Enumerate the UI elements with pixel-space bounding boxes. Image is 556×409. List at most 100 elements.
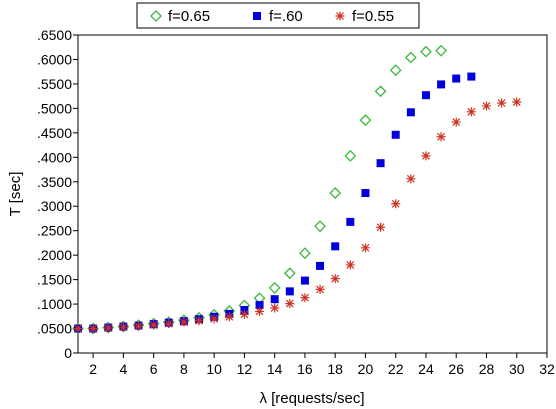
x-tick-label: 8	[180, 361, 188, 377]
data-point	[344, 149, 357, 162]
y-tick-label: .3000	[37, 198, 72, 214]
y-axis-label: T [sec]	[7, 172, 24, 217]
data-point	[451, 117, 461, 127]
data-point	[268, 282, 281, 294]
data-point	[283, 267, 296, 280]
data-point	[346, 217, 355, 226]
x-tick-label: 18	[327, 361, 343, 377]
x-tick-label: 10	[206, 361, 222, 377]
data-point	[209, 314, 219, 324]
data-point	[330, 274, 340, 284]
data-point	[179, 317, 189, 327]
legend-label: f=.60	[269, 8, 303, 25]
x-tick-label: 28	[479, 361, 495, 377]
data-point	[481, 101, 491, 111]
x-tick-label: 2	[89, 361, 97, 377]
data-point	[300, 293, 310, 303]
y-tick-label: .5500	[37, 76, 72, 92]
data-point	[421, 151, 431, 161]
data-point	[331, 242, 340, 251]
data-point	[103, 323, 113, 333]
plot-frame	[77, 34, 548, 354]
data-point	[421, 91, 430, 100]
x-tick-label: 14	[267, 361, 283, 377]
x-tick-label: 20	[358, 361, 374, 377]
x-tick-label: 30	[509, 361, 525, 377]
y-tick-label: .2000	[37, 247, 72, 263]
y-tick-label: .1500	[37, 272, 72, 288]
data-point	[316, 261, 325, 270]
data-point	[360, 243, 370, 253]
data-point	[285, 299, 295, 309]
data-point	[315, 284, 325, 294]
data-point	[512, 97, 522, 107]
data-point	[194, 316, 204, 326]
data-point	[374, 85, 387, 98]
data-point	[239, 309, 249, 319]
data-point	[406, 174, 416, 184]
axis-ticks: 0 .0500 .1000 .1500 .2000 .2500 .3000 .3500 .400…	[37, 27, 555, 377]
data-point	[118, 322, 128, 332]
data-points	[72, 44, 522, 335]
data-point	[255, 306, 265, 316]
y-tick-label: .5000	[37, 100, 72, 116]
data-point	[497, 98, 507, 108]
y-tick-label: .6000	[37, 51, 72, 67]
y-tick-label: .2500	[37, 223, 72, 239]
legend-marker	[253, 12, 261, 20]
data-point	[270, 303, 280, 313]
y-tick-label: .6500	[37, 27, 72, 43]
x-tick-label: 24	[418, 361, 434, 377]
x-tick-label: 22	[388, 361, 404, 377]
data-point	[452, 74, 461, 83]
y-tick-label: .0500	[37, 321, 72, 337]
x-axis-label: λ [requests/sec]	[259, 390, 364, 407]
data-point	[345, 260, 355, 270]
data-point	[300, 276, 309, 285]
legend-marker	[150, 10, 162, 22]
data-point	[467, 72, 476, 81]
x-tick-label: 26	[448, 361, 464, 377]
data-point	[255, 301, 264, 310]
x-tick-label: 6	[150, 361, 158, 377]
data-point	[270, 295, 279, 304]
data-point	[406, 108, 415, 117]
y-tick-label: .4500	[37, 125, 72, 141]
data-point	[314, 220, 326, 233]
data-point	[389, 64, 402, 77]
y-tick-label: 0	[64, 345, 72, 361]
data-point	[420, 45, 432, 58]
x-tick-label: 4	[119, 361, 127, 377]
legend-label: f=0.55	[352, 8, 394, 25]
data-point	[224, 312, 234, 322]
data-point	[134, 321, 144, 331]
data-point	[376, 222, 386, 232]
data-point	[391, 199, 401, 209]
legend-marker	[335, 11, 345, 21]
data-point	[149, 320, 159, 330]
data-point	[285, 287, 294, 296]
y-tick-label: .4000	[37, 149, 72, 165]
y-tick-label: .3500	[37, 174, 72, 190]
data-point	[88, 324, 98, 334]
data-point	[436, 132, 446, 142]
legend-label: f=0.65	[168, 8, 210, 25]
data-point	[437, 80, 446, 89]
data-point	[361, 189, 370, 198]
y-tick-label: .1000	[37, 296, 72, 312]
data-point	[391, 130, 400, 139]
data-point	[435, 44, 448, 57]
data-point	[299, 247, 311, 260]
series-3	[73, 97, 522, 334]
series-1	[72, 44, 448, 335]
data-point	[73, 324, 83, 334]
x-tick-label: 16	[297, 361, 313, 377]
data-point	[466, 107, 476, 117]
data-point	[329, 187, 342, 199]
data-point	[359, 114, 372, 127]
legend-box	[136, 2, 420, 29]
legend: f=0.65 f=.60 f=0.55	[150, 8, 394, 25]
x-tick-label: 32	[539, 361, 555, 377]
x-tick-label: 12	[237, 361, 253, 377]
